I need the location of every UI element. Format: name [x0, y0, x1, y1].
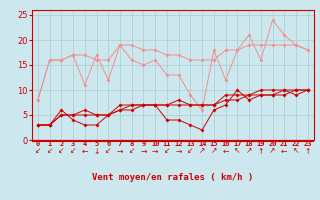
Text: ↗: ↗ — [246, 146, 252, 156]
Text: ←: ← — [82, 146, 88, 156]
Text: →: → — [175, 146, 182, 156]
Text: ↙: ↙ — [70, 146, 76, 156]
Text: ↙: ↙ — [105, 146, 111, 156]
Text: ↗: ↗ — [211, 146, 217, 156]
Text: ↙: ↙ — [58, 146, 65, 156]
Text: Vent moyen/en rafales ( km/h ): Vent moyen/en rafales ( km/h ) — [92, 173, 253, 182]
Text: ↑: ↑ — [305, 146, 311, 156]
Text: ←: ← — [281, 146, 287, 156]
Text: ↑: ↑ — [258, 146, 264, 156]
Text: ↗: ↗ — [269, 146, 276, 156]
Text: ↙: ↙ — [129, 146, 135, 156]
Text: →: → — [140, 146, 147, 156]
Text: ↙: ↙ — [164, 146, 170, 156]
Text: ↙: ↙ — [35, 146, 41, 156]
Text: ↙: ↙ — [46, 146, 53, 156]
Text: ↖: ↖ — [293, 146, 299, 156]
Text: ↓: ↓ — [93, 146, 100, 156]
Text: ↙: ↙ — [187, 146, 194, 156]
Text: →: → — [117, 146, 123, 156]
Text: ←: ← — [222, 146, 229, 156]
Text: ↖: ↖ — [234, 146, 241, 156]
Text: →: → — [152, 146, 158, 156]
Text: ↗: ↗ — [199, 146, 205, 156]
